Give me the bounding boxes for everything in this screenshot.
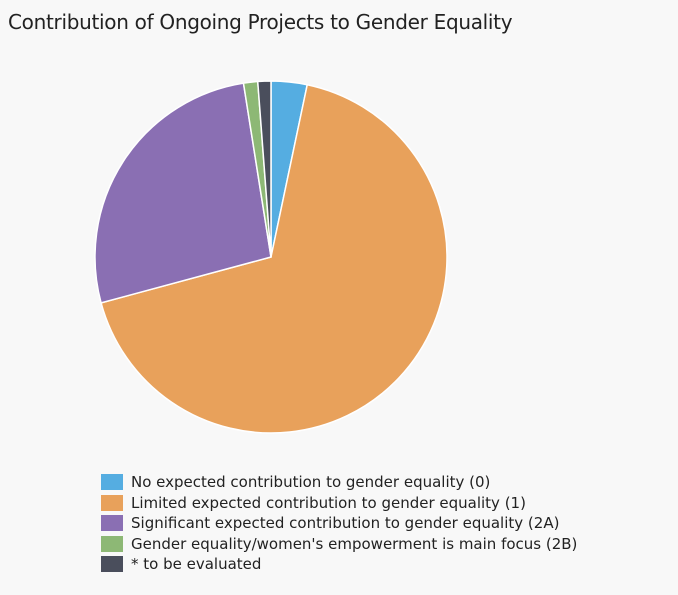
legend-swatch (101, 515, 123, 532)
legend-swatch (101, 474, 123, 491)
legend-item[interactable]: Significant expected contribution to gen… (101, 513, 577, 534)
legend-item[interactable]: Gender equality/women's empowerment is m… (101, 534, 577, 555)
pie-slice-2[interactable] (94, 82, 272, 304)
legend-swatch (101, 556, 123, 573)
legend: No expected contribution to gender equal… (101, 472, 577, 575)
legend-swatch (101, 535, 123, 552)
legend-label: Significant expected contribution to gen… (131, 514, 560, 533)
legend-label: * to be evaluated (131, 555, 262, 574)
legend-item[interactable]: * to be evaluated (101, 554, 577, 575)
legend-item[interactable]: Limited expected contribution to gender … (101, 493, 577, 514)
legend-label: Limited expected contribution to gender … (131, 493, 526, 512)
pie-slice-1[interactable] (100, 84, 448, 434)
pie-chart (94, 80, 448, 434)
legend-swatch (101, 494, 123, 511)
pie-slice-4[interactable] (256, 80, 272, 258)
legend-item[interactable]: No expected contribution to gender equal… (101, 472, 577, 493)
chart-title: Contribution of Ongoing Projects to Gend… (8, 10, 513, 34)
legend-label: Gender equality/women's empowerment is m… (131, 534, 578, 553)
legend-label: No expected contribution to gender equal… (131, 473, 491, 492)
